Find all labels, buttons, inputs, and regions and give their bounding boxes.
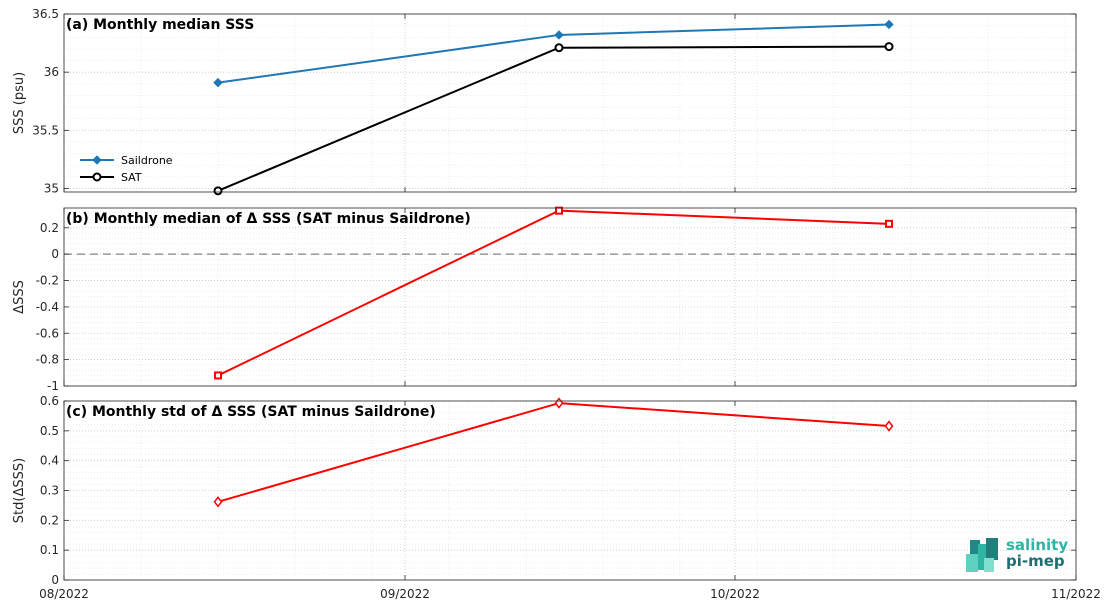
panel-1-series-0-point [214,371,222,380]
panel-2-ytick-label: 0.6 [40,394,59,408]
panel-2-ytick-label: 0.2 [40,513,59,527]
panel-0-series-1-point [213,186,223,196]
xtick-label: 10/2022 [710,587,760,601]
panel-0-frame [63,13,1077,193]
panel-2-title: (c) Monthly std of Δ SSS (SAT minus Sail… [66,404,436,420]
panel-1-ytick-label: -0.2 [36,274,59,288]
panel-2-ytick-label: 0.5 [40,424,59,438]
panel-1-series-0-point [885,219,893,228]
panel-0-ylabel: SSS (psu) [12,72,27,134]
panel-1-ytick-label: -0.8 [36,353,59,367]
legend-0-marker [92,155,102,165]
panel-1-ytick-label: -1 [47,379,59,393]
panel-1-background [64,208,1076,386]
panel-1-ytick-label: 0.2 [40,221,59,235]
panel-1-ytick-label: 0 [51,247,59,261]
xtick-label: 08/2022 [39,587,89,601]
panel-2-series-0-point [213,496,223,508]
panel-2-ytick-label: 0.3 [40,484,59,498]
panel-0-series-1-point [554,43,564,53]
panel-0-ytick-label: 36.5 [32,7,59,21]
xtick-label: 09/2022 [380,587,430,601]
panel-2-background [64,401,1076,580]
panel-1-frame [63,207,1077,387]
salinity-pimep-logo: salinity pi-mep [964,534,1074,578]
panel-0-series-0-point [213,77,223,88]
panel-1-ylabel: ΔSSS [12,280,27,314]
legend-0-label: Saildrone [121,154,173,167]
panel-1-series-0-point [555,206,563,215]
panel-2-ytick-label: 0.1 [40,543,59,557]
panel-0-ytick-label: 36 [44,65,59,79]
panel-0-title: (a) Monthly median SSS [66,17,254,33]
panel-2-ytick-label: 0.4 [40,454,59,468]
panel-1-title: (b) Monthly median of Δ SSS (SAT minus S… [66,211,471,227]
panel-0-background [64,14,1076,192]
panel-2-ylabel: Std(ΔSSS) [12,458,27,523]
panel-0-series-1-point [884,42,894,52]
panel-0-series-0-point [554,30,564,40]
logo-mark-icon [966,538,998,572]
panel-1-ytick-label: -0.4 [36,300,59,314]
panel-0-ytick-label: 35.5 [32,123,59,137]
panel-0-ytick-label: 35 [44,182,59,196]
logo-text-salinity: salinity [1006,536,1069,554]
xtick-label: 11/2022 [1051,587,1101,601]
logo-text-pimep: pi-mep [1006,552,1065,570]
panel-1-ytick-label: -0.6 [36,326,59,340]
legend-1-label: SAT [121,171,142,184]
legend-1-marker [92,172,102,182]
panel-0-series-0-point [884,19,894,30]
panel-2-ytick-label: 0 [51,573,59,587]
panel-2-series-0-point [884,420,894,432]
